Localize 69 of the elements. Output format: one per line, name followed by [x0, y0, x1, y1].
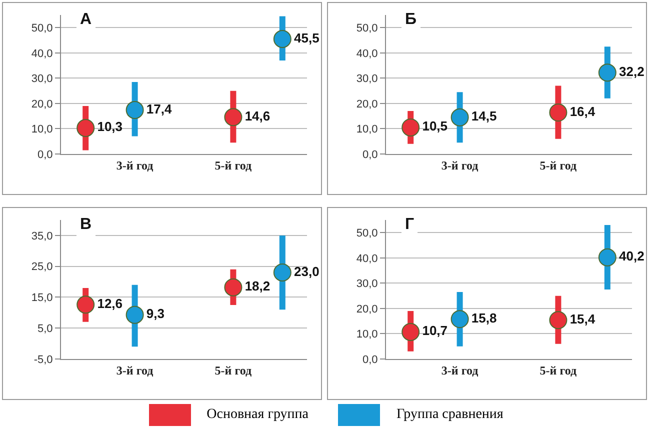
data-label: 16,4	[570, 104, 596, 119]
data-label: 15,8	[471, 310, 497, 326]
chart-title: Г	[405, 216, 414, 233]
y-tick-label: 20,0	[356, 98, 378, 110]
legend-label: Группа сравнения	[396, 406, 504, 422]
y-tick-label: 50,0	[31, 22, 53, 34]
y-tick-label: -5,0	[34, 354, 53, 366]
point	[273, 264, 292, 282]
data-label: 45,5	[294, 30, 320, 46]
point	[273, 30, 292, 48]
y-tick-label: 30,0	[356, 278, 378, 290]
point	[402, 118, 420, 136]
y-tick-label: 35,0	[31, 230, 53, 242]
data-label: 12,6	[97, 296, 123, 311]
point	[450, 108, 469, 126]
x-tick-label: 5-й год	[214, 363, 252, 378]
y-tick-label: 50,0	[356, 22, 378, 34]
data-label: 40,2	[619, 248, 644, 264]
data-label: 23,0	[294, 264, 320, 279]
x-tick-label: 3-й год	[116, 158, 154, 172]
y-tick-label: 20,0	[31, 98, 53, 110]
chart-title: Б	[405, 11, 416, 28]
y-tick-label: 10,0	[31, 124, 53, 136]
data-label: 10,5	[422, 118, 448, 134]
data-label: 14,5	[471, 108, 497, 124]
data-label: 15,4	[570, 311, 596, 326]
point	[598, 248, 616, 266]
data-label: 17,4	[146, 101, 172, 116]
chart-title: В	[80, 216, 92, 233]
y-tick-label: 30,0	[31, 73, 53, 86]
y-tick-label: 30,0	[356, 73, 378, 86]
y-tick-label: 40,0	[356, 252, 378, 265]
point	[549, 311, 568, 330]
y-tick-label: 10,0	[356, 124, 378, 136]
point	[76, 118, 95, 137]
y-tick-label: 40,0	[356, 48, 378, 60]
data-label: 9,3	[146, 306, 165, 322]
data-label: 18,2	[244, 278, 270, 294]
point	[402, 322, 420, 341]
y-tick-label: 40,0	[31, 48, 53, 60]
legend-label: Основная группа	[206, 406, 308, 422]
point	[224, 108, 242, 126]
y-tick-label: 25,0	[31, 261, 53, 274]
y-tick-label: 0,0	[362, 354, 378, 366]
x-tick-label: 5-й год	[540, 363, 577, 378]
y-tick-label: 5,0	[38, 322, 53, 335]
y-tick-label: 10,0	[356, 328, 378, 341]
y-tick-label: 0,0	[362, 148, 378, 161]
x-tick-label: 5-й год	[214, 158, 252, 172]
point	[76, 296, 95, 314]
data-label: 14,6	[244, 108, 270, 124]
data-label: 32,2	[619, 64, 644, 79]
point	[126, 306, 144, 324]
point	[450, 310, 469, 328]
data-label: 10,3	[97, 119, 123, 134]
chart-title: А	[80, 11, 92, 28]
x-tick-label: 3-й год	[441, 158, 478, 172]
x-tick-label: 3-й год	[441, 363, 478, 378]
y-tick-label: 20,0	[356, 303, 378, 316]
point	[549, 104, 568, 122]
y-tick-label: 50,0	[356, 227, 378, 240]
y-tick-label: 15,0	[31, 292, 53, 304]
point	[598, 64, 616, 82]
x-tick-label: 5-й год	[540, 158, 577, 172]
data-label: 10,7	[422, 323, 448, 338]
point	[126, 101, 144, 120]
y-tick-label: 0,0	[38, 148, 53, 161]
x-tick-label: 3-й год	[116, 363, 154, 378]
point	[224, 278, 242, 296]
